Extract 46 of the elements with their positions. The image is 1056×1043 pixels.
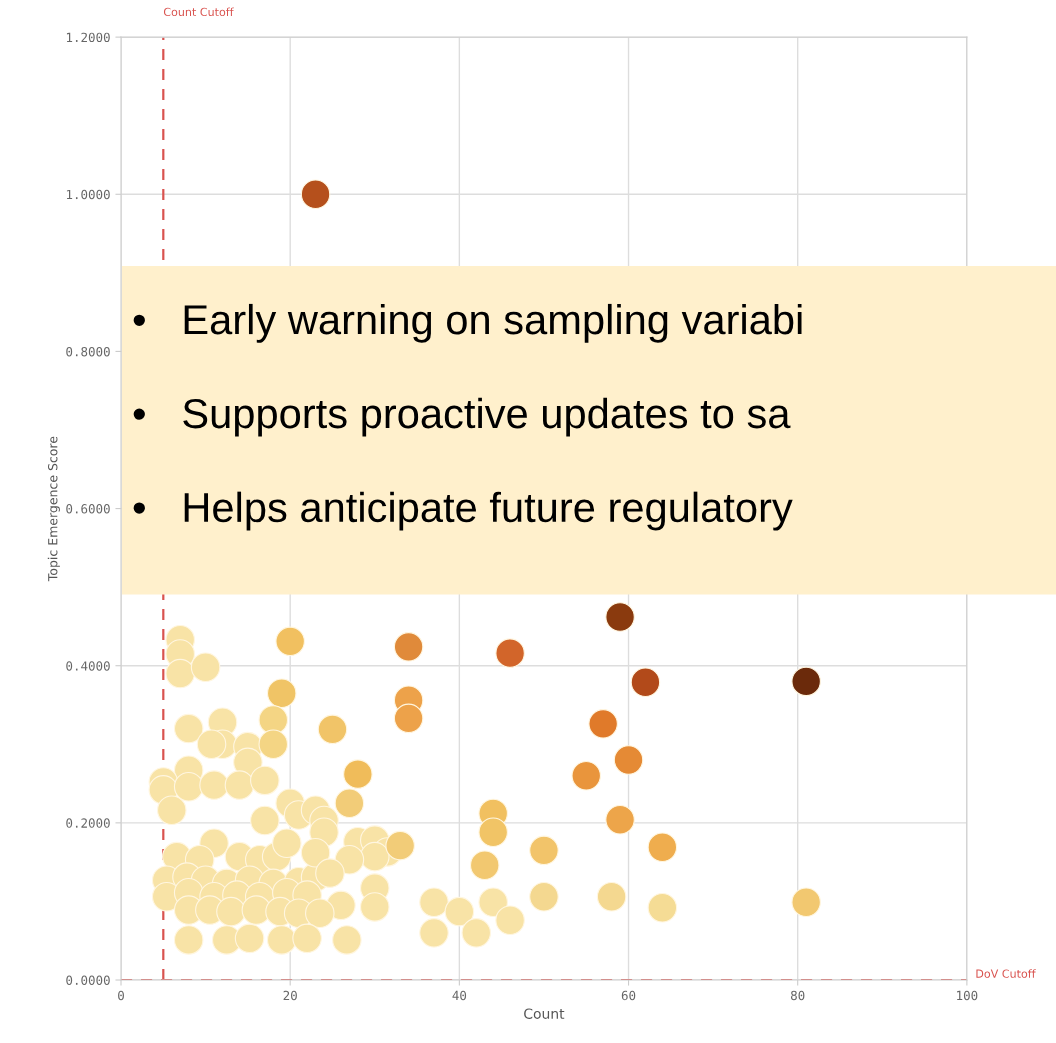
point [647,892,678,923]
x-tick-label: 0 [118,990,124,1001]
point [334,788,365,819]
point [613,745,644,775]
point [791,666,821,697]
point [605,602,635,632]
point [385,830,415,861]
x-tick-label: 80 [790,990,805,1001]
x-tick-label: 100 [957,990,978,1001]
point [393,703,424,734]
ref-line-label: Count Cutoff [163,7,234,17]
y-tick-label: 0.0000 [66,975,110,985]
y-tick-label: 0.8000 [66,346,110,357]
ref-line-label: DoV Cutoff [976,969,1036,978]
point [630,667,661,697]
annotation: • Helps anticipate future regulatory [133,491,793,531]
point [571,760,602,791]
annotation: • Early warning on sampling variabi [133,303,802,343]
point [791,887,821,918]
point [529,881,559,912]
y-tick-label: 1.0000 [66,189,110,200]
y-tick-label: 0.6000 [66,504,110,514]
point [596,881,627,912]
x-tick-label: 40 [452,990,467,1001]
point [393,632,424,662]
point [266,678,297,708]
annotation: • Supports proactive updates to sa [133,397,791,437]
point [300,179,331,210]
point [605,804,635,835]
point [529,835,559,866]
x-tick-label: 60 [621,990,636,1001]
point [343,759,373,789]
point [317,714,348,745]
point [588,709,618,739]
point [469,850,500,881]
y-axis-title: Topic Emergence Score [47,436,60,582]
x-tick-label: 20 [283,990,297,1001]
y-tick-label: 1.2000 [66,32,110,43]
y-tick-label: 0.2000 [66,818,110,828]
point [275,626,305,657]
point [647,832,678,863]
x-axis-title: Count [524,1008,565,1019]
point [258,729,289,760]
point [495,638,525,668]
point [478,817,508,848]
y-tick-label: 0.4000 [66,661,110,671]
